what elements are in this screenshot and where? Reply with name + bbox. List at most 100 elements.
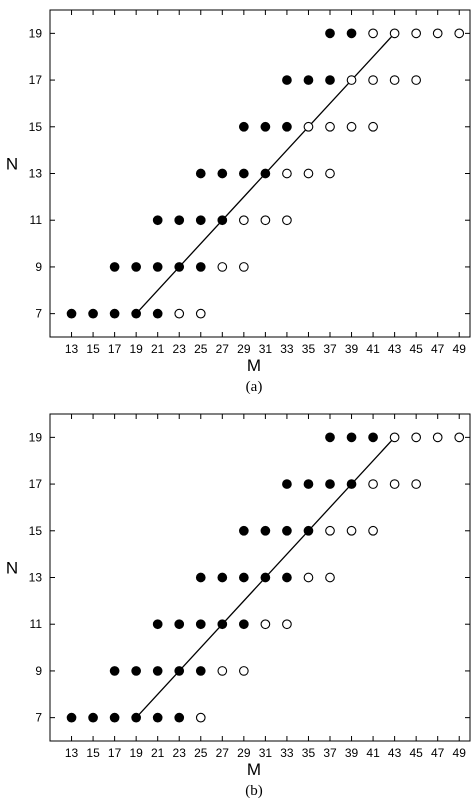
open-point	[325, 525, 335, 536]
x-tick-label: 13	[65, 342, 79, 356]
filled-point	[195, 262, 206, 272]
filled-point	[152, 262, 163, 272]
open-point	[260, 619, 271, 630]
filled-point	[152, 215, 163, 226]
y-tick-label: 13	[29, 167, 43, 181]
open-point	[260, 215, 271, 226]
open-point	[368, 479, 378, 489]
x-tick-label: 33	[280, 342, 294, 356]
x-tick-label: 23	[173, 746, 187, 760]
x-tick-label: 37	[323, 342, 337, 356]
filled-point	[131, 262, 142, 272]
scatter-plot-a: 13 15 17 19 21 23 25 27 29 31 33 35 37 39 41 43 45 47 49 7 9…	[6, 9, 471, 395]
x-tick-label: 41	[366, 342, 380, 356]
open-point	[454, 28, 465, 39]
y-axis-label: N	[6, 155, 18, 174]
open-point	[346, 75, 357, 85]
x-tick-label: 31	[259, 342, 273, 356]
chart-panel-b: 13 15 17 19 21 23 25 27 29 31 33 35 37 39 41 43 45 47 49 7 9…	[0, 404, 474, 804]
filled-point	[174, 712, 185, 723]
filled-point	[195, 666, 206, 676]
open-point	[195, 308, 206, 319]
filled-point	[131, 666, 142, 676]
y-tick-label: 15	[29, 524, 43, 538]
open-point	[303, 168, 314, 179]
x-tick-label: 21	[151, 746, 165, 760]
filled-point	[152, 666, 163, 676]
y-tick-label: 7	[35, 711, 42, 725]
filled-point	[282, 572, 292, 583]
scatter-plot-b: 13 15 17 19 21 23 25 27 29 31 33 35 37 39 41 43 45 47 49 7 9…	[6, 413, 471, 799]
x-tick-label: 35	[302, 746, 316, 760]
x-tick-label: 27	[216, 746, 230, 760]
open-point	[217, 262, 228, 272]
filled-point	[195, 572, 206, 583]
filled-point	[238, 572, 249, 583]
x-tick-label: 39	[345, 342, 359, 356]
filled-point	[195, 619, 206, 630]
open-point	[282, 215, 292, 226]
filled-point	[217, 619, 228, 630]
open-point	[389, 479, 400, 489]
open-point	[325, 168, 335, 179]
x-tick-label: 49	[453, 342, 467, 356]
open-point	[368, 75, 378, 85]
x-tick-label: 17	[108, 746, 122, 760]
y-tick-label: 11	[30, 617, 43, 631]
y-tick-label: 17	[29, 477, 43, 491]
open-point	[368, 28, 378, 39]
x-tick-label: 21	[151, 342, 165, 356]
open-point	[238, 666, 249, 676]
open-point	[325, 572, 335, 583]
filled-point	[238, 168, 249, 179]
x-tick-label: 33	[280, 746, 294, 760]
filled-point	[238, 525, 249, 536]
filled-point	[217, 572, 228, 583]
filled-point	[260, 572, 271, 583]
open-point	[368, 121, 378, 132]
x-tick-label: 43	[388, 342, 402, 356]
x-tick-label: 45	[409, 746, 423, 760]
filled-point	[174, 619, 185, 630]
open-point	[282, 168, 292, 179]
open-point	[303, 572, 314, 583]
x-tick-label: 15	[86, 746, 100, 760]
filled-point	[174, 666, 185, 676]
y-tick-label: 19	[29, 26, 43, 40]
filled-point	[152, 308, 163, 319]
open-point	[411, 432, 422, 443]
filled-point	[131, 712, 142, 723]
x-tick-label: 19	[129, 342, 143, 356]
open-point	[325, 121, 335, 132]
x-tick-label: 25	[194, 746, 208, 760]
open-point	[389, 28, 400, 39]
x-tick-label: 47	[431, 342, 445, 356]
chart-panel-a: 13 15 17 19 21 23 25 27 29 31 33 35 37 39 41 43 45 47 49 7 9…	[0, 0, 474, 400]
x-tick-label: 29	[237, 342, 251, 356]
filled-point	[346, 28, 357, 39]
x-axis-label: M	[247, 356, 261, 375]
filled-point	[325, 75, 335, 85]
filled-point	[282, 75, 292, 85]
filled-point	[174, 262, 185, 272]
filled-point	[88, 712, 98, 723]
open-point	[238, 215, 249, 226]
y-tick-label: 19	[29, 430, 43, 444]
open-point	[238, 262, 249, 272]
filled-point	[152, 619, 163, 630]
plot-frame	[49, 413, 471, 742]
x-tick-label: 13	[65, 746, 79, 760]
y-tick-label: 7	[35, 307, 42, 321]
filled-point	[174, 215, 185, 226]
x-tick-label: 39	[345, 746, 359, 760]
x-tick-label: 25	[194, 342, 208, 356]
filled-point	[282, 479, 292, 489]
filled-point	[66, 712, 77, 723]
open-point	[217, 666, 228, 676]
filled-point	[346, 432, 357, 443]
x-axis-label: M	[247, 760, 261, 779]
open-point	[411, 479, 422, 489]
x-tick-label: 23	[173, 342, 187, 356]
filled-point	[109, 712, 120, 723]
open-point	[282, 619, 292, 630]
